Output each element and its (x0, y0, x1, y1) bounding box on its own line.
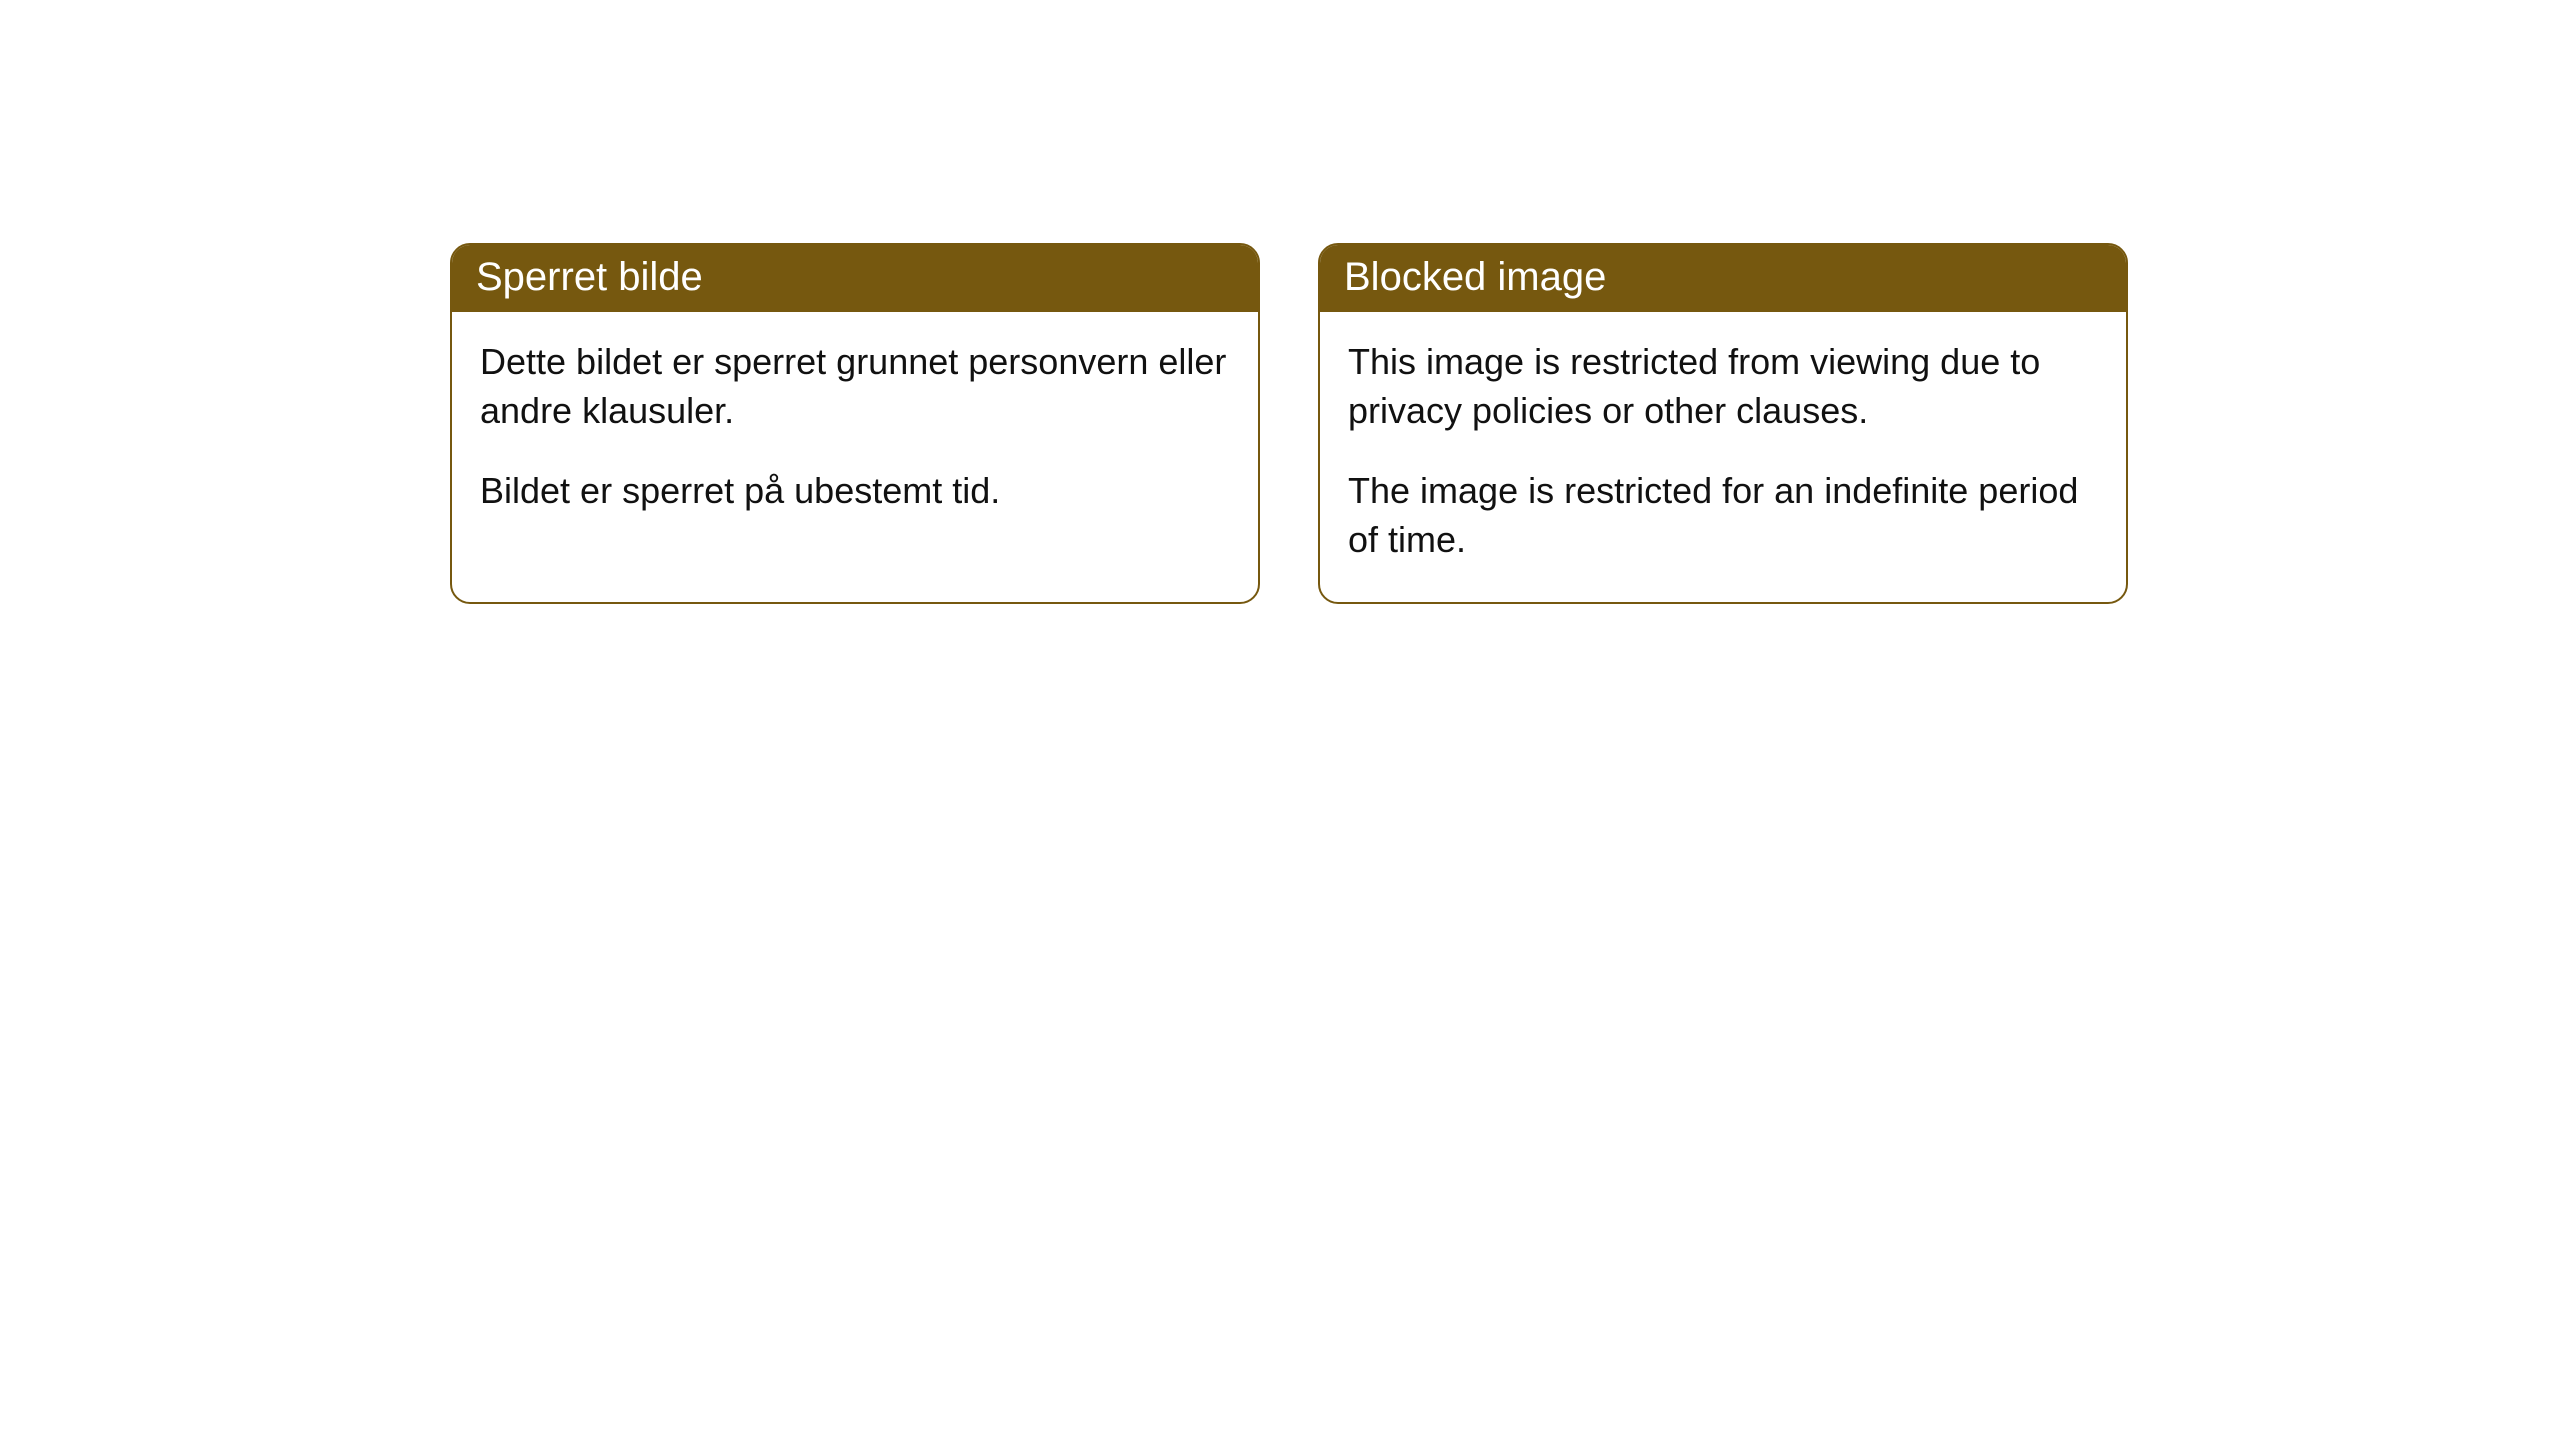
info-card-english: Blocked image This image is restricted f… (1318, 243, 2128, 604)
card-container: Sperret bilde Dette bildet er sperret gr… (0, 0, 2560, 604)
card-title: Sperret bilde (476, 255, 703, 299)
card-body: This image is restricted from viewing du… (1320, 312, 2126, 602)
card-header: Sperret bilde (452, 245, 1258, 312)
card-paragraph: Dette bildet er sperret grunnet personve… (480, 338, 1230, 435)
info-card-norwegian: Sperret bilde Dette bildet er sperret gr… (450, 243, 1260, 604)
card-title: Blocked image (1344, 255, 1606, 299)
card-body: Dette bildet er sperret grunnet personve… (452, 312, 1258, 554)
card-paragraph: The image is restricted for an indefinit… (1348, 467, 2098, 564)
card-paragraph: This image is restricted from viewing du… (1348, 338, 2098, 435)
card-paragraph: Bildet er sperret på ubestemt tid. (480, 467, 1230, 516)
card-header: Blocked image (1320, 245, 2126, 312)
